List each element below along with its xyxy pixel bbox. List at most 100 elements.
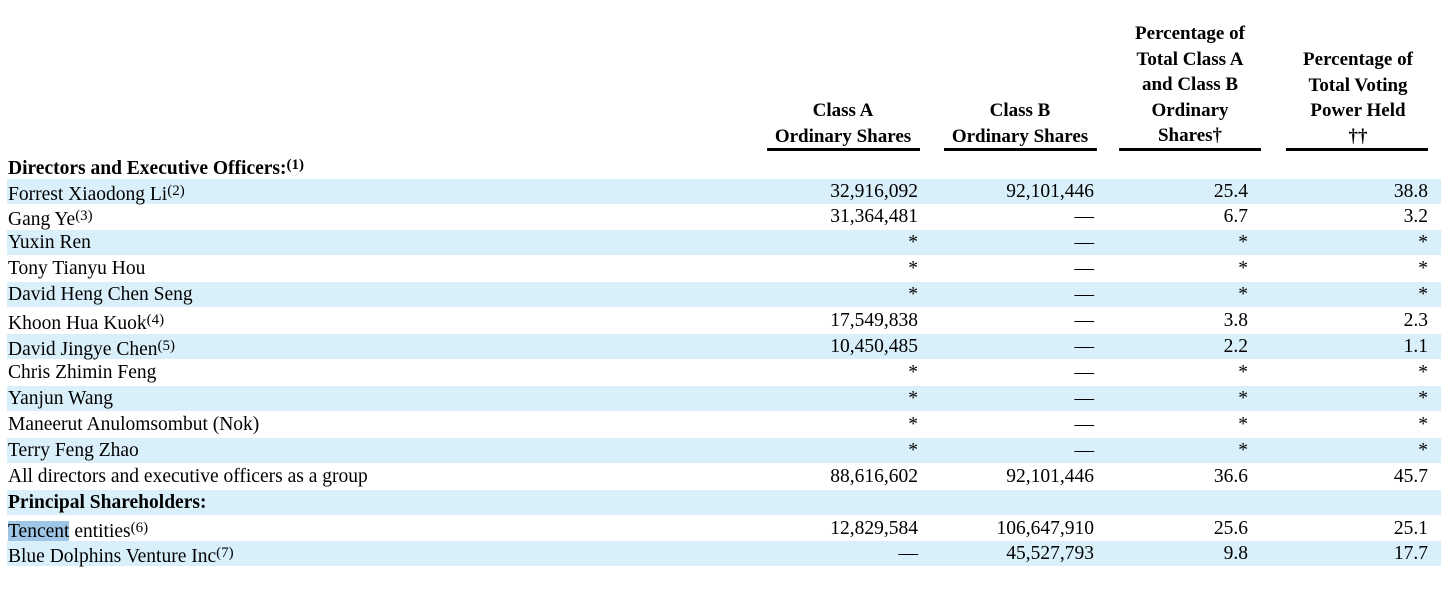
pct-total-value: * [1238,258,1248,279]
class-a-value [718,490,918,515]
holder-name-text: All directors and executive officers as … [8,466,368,487]
holder-name-text: Khoon Hua Kuok [8,313,147,334]
class-b-value: — [1074,388,1095,409]
holder-name-text: Terry Feng Zhao [8,440,139,461]
section-heading-row: Principal Shareholders: [7,490,1441,515]
class-b-value: 92,101,446 [1006,466,1094,487]
holder-name-text: Maneerut Anulomsombut (Nok) [8,414,260,435]
class-a-value: * [908,284,918,305]
class-a-value: 32,916,092 [830,181,918,202]
footnote-ref: (5) [157,338,175,354]
pct-total-value: 36.6 [1213,466,1248,487]
holder-name-text: Tencent [8,521,70,542]
section-heading: Principal Shareholders: [8,490,206,515]
pct-voting-value: 38.8 [1393,181,1428,202]
class-a-value: 10,450,485 [830,336,918,357]
class-a-value: 17,549,838 [830,310,918,331]
table-row: Forrest Xiaodong Li(2) 32,916,092 92,101,4… [7,179,1441,205]
footnote-ref: (3) [75,208,93,224]
class-a-value: * [908,414,918,435]
table-row: Terry Feng Zhao * — * * [7,438,1441,463]
holder-name-text: Chris Zhimin Feng [8,362,157,383]
holder-name-text: Gang Ye [8,209,76,230]
table-row: All directors and executive officers as … [7,464,1441,489]
pct-voting-value [1228,490,1428,515]
pct-total-value: 3.8 [1223,310,1248,331]
header-pct-total: Percentage of Total Class A and Class B … [1135,23,1245,147]
class-a-value: * [908,440,918,461]
class-a-value: 12,829,584 [830,518,918,539]
holder-name-text: Forrest Xiaodong Li [8,184,168,205]
pct-total-value: 2.2 [1223,336,1248,357]
holder-name: David Jingye Chen(5) [8,334,175,360]
class-a-value: * [908,232,918,253]
pct-total-value: 9.8 [1223,543,1248,564]
footnote-ref: (6) [130,520,149,536]
class-b-value: — [1074,440,1095,461]
pct-total-value: * [1238,232,1248,253]
pct-voting-value: * [1418,284,1428,305]
table-row: Gang Ye(3) 31,364,481 — 6.7 3.2 [7,204,1441,230]
class-a-value: * [908,362,918,383]
holder-name-text: Yuxin Ren [8,232,91,253]
class-b-value: 92,101,446 [1006,181,1094,202]
holder-name: Chris Zhimin Feng [8,360,156,385]
header-pct-total-rule [1119,148,1261,151]
table-row: Chris Zhimin Feng * — * * [7,360,1441,385]
header-class-b: Class B Ordinary Shares [951,100,1089,147]
header-class-b-rule [944,148,1097,151]
pct-total-value: * [1238,362,1248,383]
pct-total-value: 25.6 [1213,518,1248,539]
holder-name-text: David Jingye Chen [8,339,158,360]
table-row: Tony Tianyu Hou * — * * [7,256,1441,281]
holder-name: Maneerut Anulomsombut (Nok) [8,412,259,437]
table-row: Yanjun Wang * — * * [7,386,1441,411]
pct-voting-value: 1.1 [1403,336,1428,357]
class-b-value: 106,647,910 [996,518,1095,539]
table-row: Maneerut Anulomsombut (Nok) * — * * [7,412,1441,437]
table-row: David Jingye Chen(5) 10,450,485 — 2.2 1.1 [7,334,1441,360]
footnote-ref: (7) [216,545,234,561]
class-a-value: 31,364,481 [830,206,918,227]
class-b-value: — [1074,336,1095,357]
class-b-value: — [1074,206,1095,227]
class-a-value [718,153,918,178]
pct-voting-value: 3.2 [1403,206,1428,227]
pct-voting-value: * [1418,232,1428,253]
holder-name-text: Tony Tianyu Hou [8,258,146,279]
holder-name: Blue Dolphins Venture Inc(7) [8,541,234,567]
header-class-a-rule [767,148,920,151]
holder-name-text: David Heng Chen Seng [8,284,193,305]
holder-name-text: Yanjun Wang [8,388,113,409]
pct-voting-value: * [1418,362,1428,383]
class-a-value: 88,616,602 [830,466,918,487]
table-row: Tencent entities(6) 12,829,584 106,647,910… [7,516,1441,542]
pct-total-value: 6.7 [1223,206,1248,227]
class-b-value: — [1074,362,1095,383]
table-row: David Heng Chen Seng * — * * [7,282,1441,307]
footnote-ref: (1) [286,157,305,173]
pct-total-value: * [1238,388,1248,409]
class-b-value: 45,527,793 [1006,543,1094,564]
pct-voting-value: 45.7 [1393,466,1428,487]
table-row: Yuxin Ren * — * * [7,230,1441,255]
header-pct-voting-rule [1286,148,1428,151]
holder-name: Tencent entities(6) [8,516,149,542]
table-row: Khoon Hua Kuok(4) 17,549,838 — 3.8 2.3 [7,308,1441,334]
holder-name: Tony Tianyu Hou [8,256,145,281]
pct-voting-value: * [1418,440,1428,461]
class-b-value: — [1074,232,1095,253]
section-heading-row: Directors and Executive Officers:(1) [7,153,1441,179]
holder-name: Forrest Xiaodong Li(2) [8,179,185,205]
holder-name-text: Blue Dolphins Venture Inc [8,546,217,567]
pct-voting-value: * [1418,388,1428,409]
class-b-value: — [1074,284,1095,305]
pct-total-value [1048,153,1248,178]
holder-name: Yanjun Wang [8,386,113,411]
holder-name: Terry Feng Zhao [8,438,139,463]
class-b-value: — [1074,258,1095,279]
pct-total-value: * [1238,414,1248,435]
class-a-value: * [908,258,918,279]
footnote-ref: (4) [146,312,165,328]
header-pct-voting: Percentage of Total Voting Power Held †† [1303,49,1413,147]
